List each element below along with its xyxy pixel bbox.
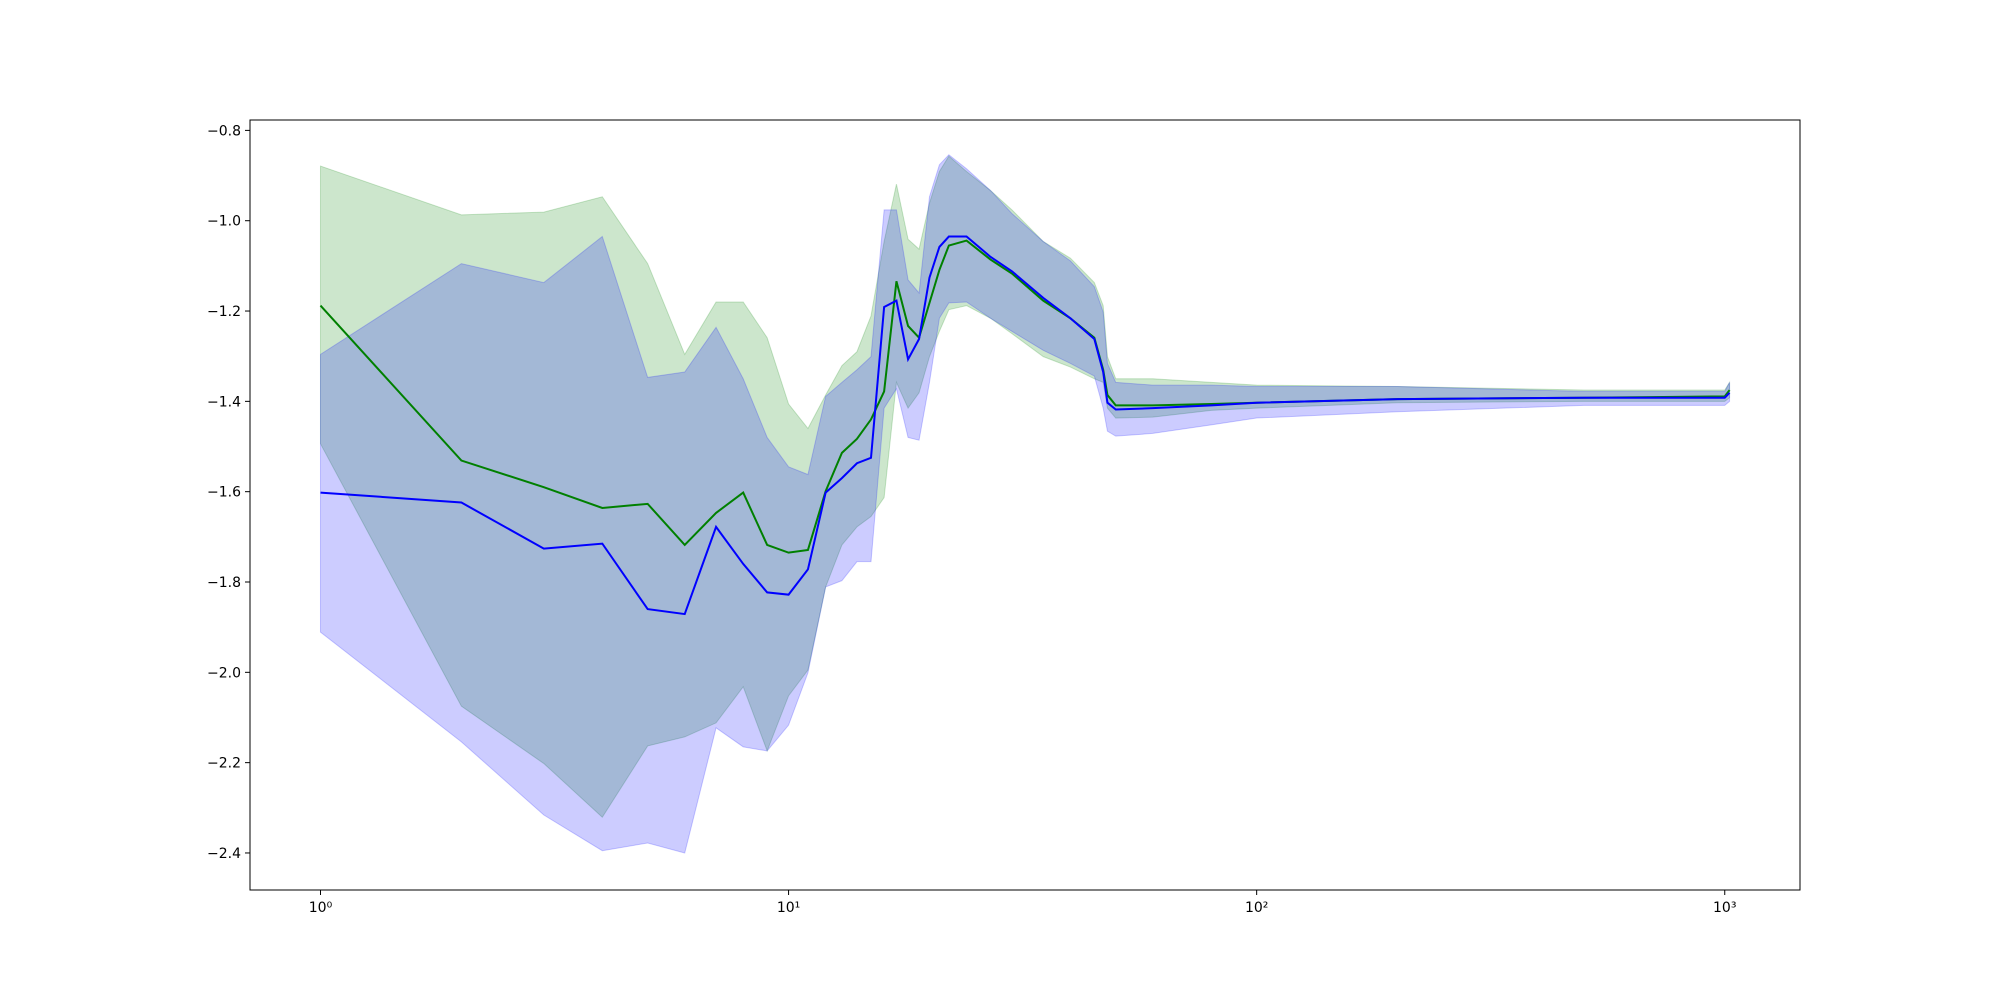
x-tick-label: 10⁰ [309,900,333,916]
confidence-band [319,154,1731,854]
y-tick-label: −2.0 [207,665,241,681]
mean-line [320,235,1731,616]
y-tick-label: −2.2 [207,756,241,772]
plot-area [319,154,1731,854]
x-tick-label: 10¹ [777,900,800,916]
x-tick-label: 10³ [1713,900,1736,916]
y-tick-label: −0.8 [207,123,241,139]
confidence-band [319,155,1731,819]
y-tick-label: −1.6 [207,485,241,501]
y-tick-label: −2.4 [207,846,241,862]
y-tick-label: −1.4 [207,394,241,410]
mean-line [319,239,1731,554]
y-tick-label: −1.0 [207,214,241,230]
y-tick-label: −1.8 [207,575,241,591]
axes-frame [249,119,1801,891]
x-tick-label: 10² [1245,900,1268,916]
y-tick-label: −1.2 [207,304,241,320]
